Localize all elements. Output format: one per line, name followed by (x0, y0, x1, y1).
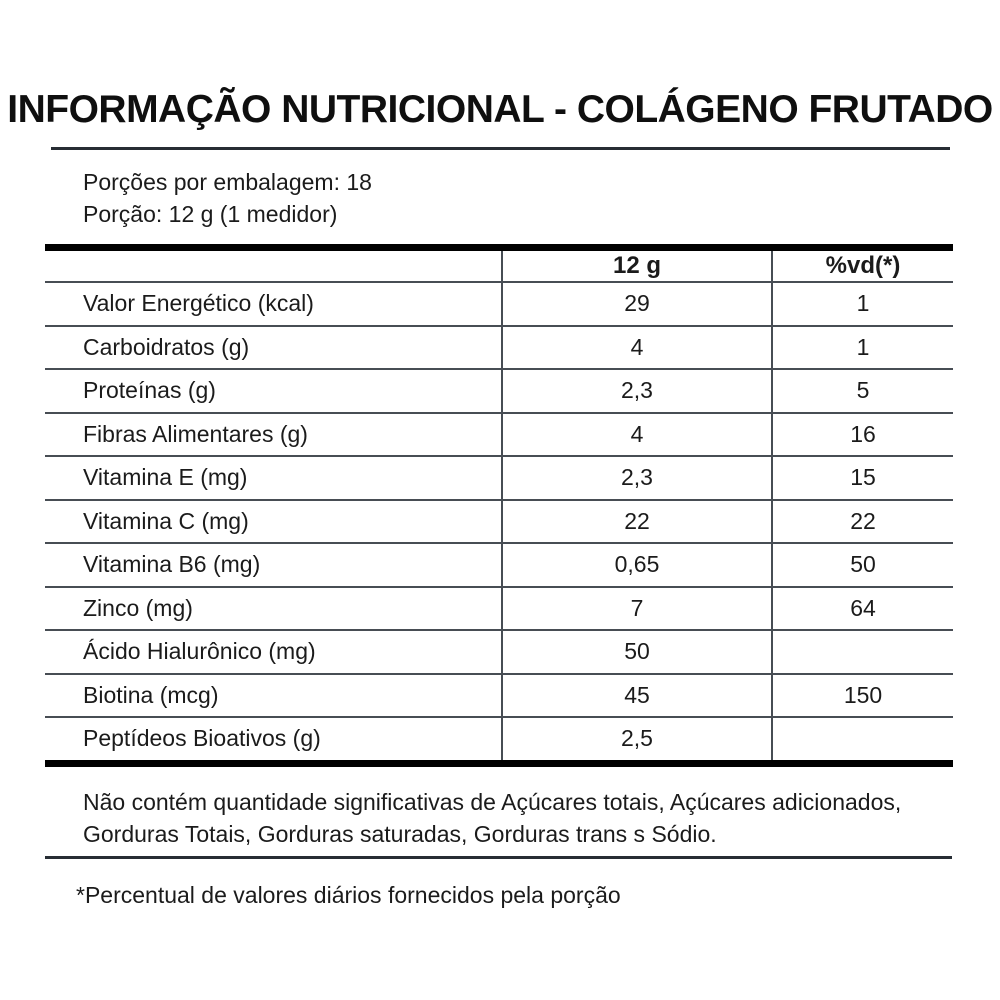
nutrient-name: Carboidratos (g) (83, 333, 250, 360)
nutrient-amount: 4 (501, 325, 772, 369)
nutrient-daily-value: 150 (771, 673, 953, 717)
nutrient-amount: 50 (501, 630, 772, 674)
nutrient-name: Valor Energético (kcal) (83, 290, 314, 317)
nutrient-name: Fibras Alimentares (g) (83, 420, 308, 447)
page-title: INFORMAÇÃO NUTRICIONAL - COLÁGENO FRUTAD… (7, 88, 993, 131)
nutrient-amount: 22 (501, 499, 772, 543)
nutrient-amount: 7 (501, 586, 772, 630)
nutrient-daily-value: 22 (771, 499, 953, 543)
header-nutrient (45, 248, 502, 283)
nutrient-name: Vitamina C (mg) (83, 507, 249, 534)
nutrient-name: Vitamina E (mg) (83, 464, 248, 491)
table-row: Vitamina E (mg) 2,3 15 (45, 456, 953, 500)
table-row: Carboidratos (g) 4 1 (45, 325, 953, 369)
nutrient-daily-value: 1 (771, 325, 953, 369)
note-line: Não contém quantidade significativas de … (83, 789, 902, 815)
nutrient-name: Ácido Hialurônico (mg) (83, 638, 316, 665)
header-daily-value-percent: %vd(*) (771, 247, 953, 282)
table-row: Proteínas (g) 2,3 5 (45, 369, 953, 413)
nutrient-daily-value: 64 (771, 586, 953, 630)
nutrient-amount: 2,3 (501, 456, 772, 500)
table-row: Peptídeos Bioativos (g) 2,5 (45, 717, 953, 763)
header-amount-per-portion: 12 g (501, 247, 772, 282)
table-row: Vitamina B6 (mg) 0,65 50 (45, 543, 953, 587)
nutrient-name: Proteínas (g) (83, 377, 216, 404)
nutrient-daily-value: 50 (771, 543, 953, 587)
nutrient-amount: 29 (501, 282, 772, 326)
nutrient-daily-value: 15 (771, 456, 953, 500)
nutrient-daily-value: 5 (771, 369, 953, 413)
nutrient-daily-value (771, 717, 953, 763)
nutrient-daily-value: 16 (771, 412, 953, 456)
table-row: Ácido Hialurônico (mg) 50 (45, 630, 953, 674)
footer-divider (45, 856, 952, 859)
daily-value-footnote: *Percentual de valores diários fornecido… (76, 882, 621, 908)
nutrient-amount: 2,3 (501, 369, 772, 413)
nutrient-amount: 2,5 (501, 717, 772, 763)
nutrient-name: Biotina (mcg) (83, 681, 219, 708)
nutrient-amount: 4 (501, 412, 772, 456)
servings-per-package: Porções por embalagem: 18 (83, 169, 372, 195)
table-row: Vitamina C (mg) 22 22 (45, 499, 953, 543)
table-row: Biotina (mcg) 45 150 (45, 673, 953, 717)
table-header-row: 12 g %vd(*) (45, 247, 953, 283)
nutrient-name: Zinco (mg) (83, 594, 193, 621)
nutrient-name: Vitamina B6 (mg) (83, 551, 261, 578)
no-significant-amounts-note: Não contém quantidade significativas de … (83, 787, 933, 850)
serving-info: Porções por embalagem: 18 Porção: 12 g (… (83, 166, 372, 230)
note-line: Gorduras Totais, Gorduras saturadas, Gor… (83, 820, 717, 847)
nutrient-daily-value (771, 630, 953, 674)
portion-size: Porção: 12 g (1 medidor) (83, 201, 338, 227)
table-row: Fibras Alimentares (g) 4 16 (45, 412, 953, 456)
nutrition-table: 12 g %vd(*) Valor Energético (kcal) 29 1… (45, 244, 953, 767)
nutrient-amount: 45 (501, 673, 772, 717)
nutrient-name: Peptídeos Bioativos (g) (83, 725, 321, 752)
nutrient-amount: 0,65 (501, 543, 772, 587)
nutrient-daily-value: 1 (771, 282, 953, 326)
title-underline (51, 147, 950, 150)
table-row: Valor Energético (kcal) 29 1 (45, 282, 953, 326)
table-row: Zinco (mg) 7 64 (45, 586, 953, 630)
